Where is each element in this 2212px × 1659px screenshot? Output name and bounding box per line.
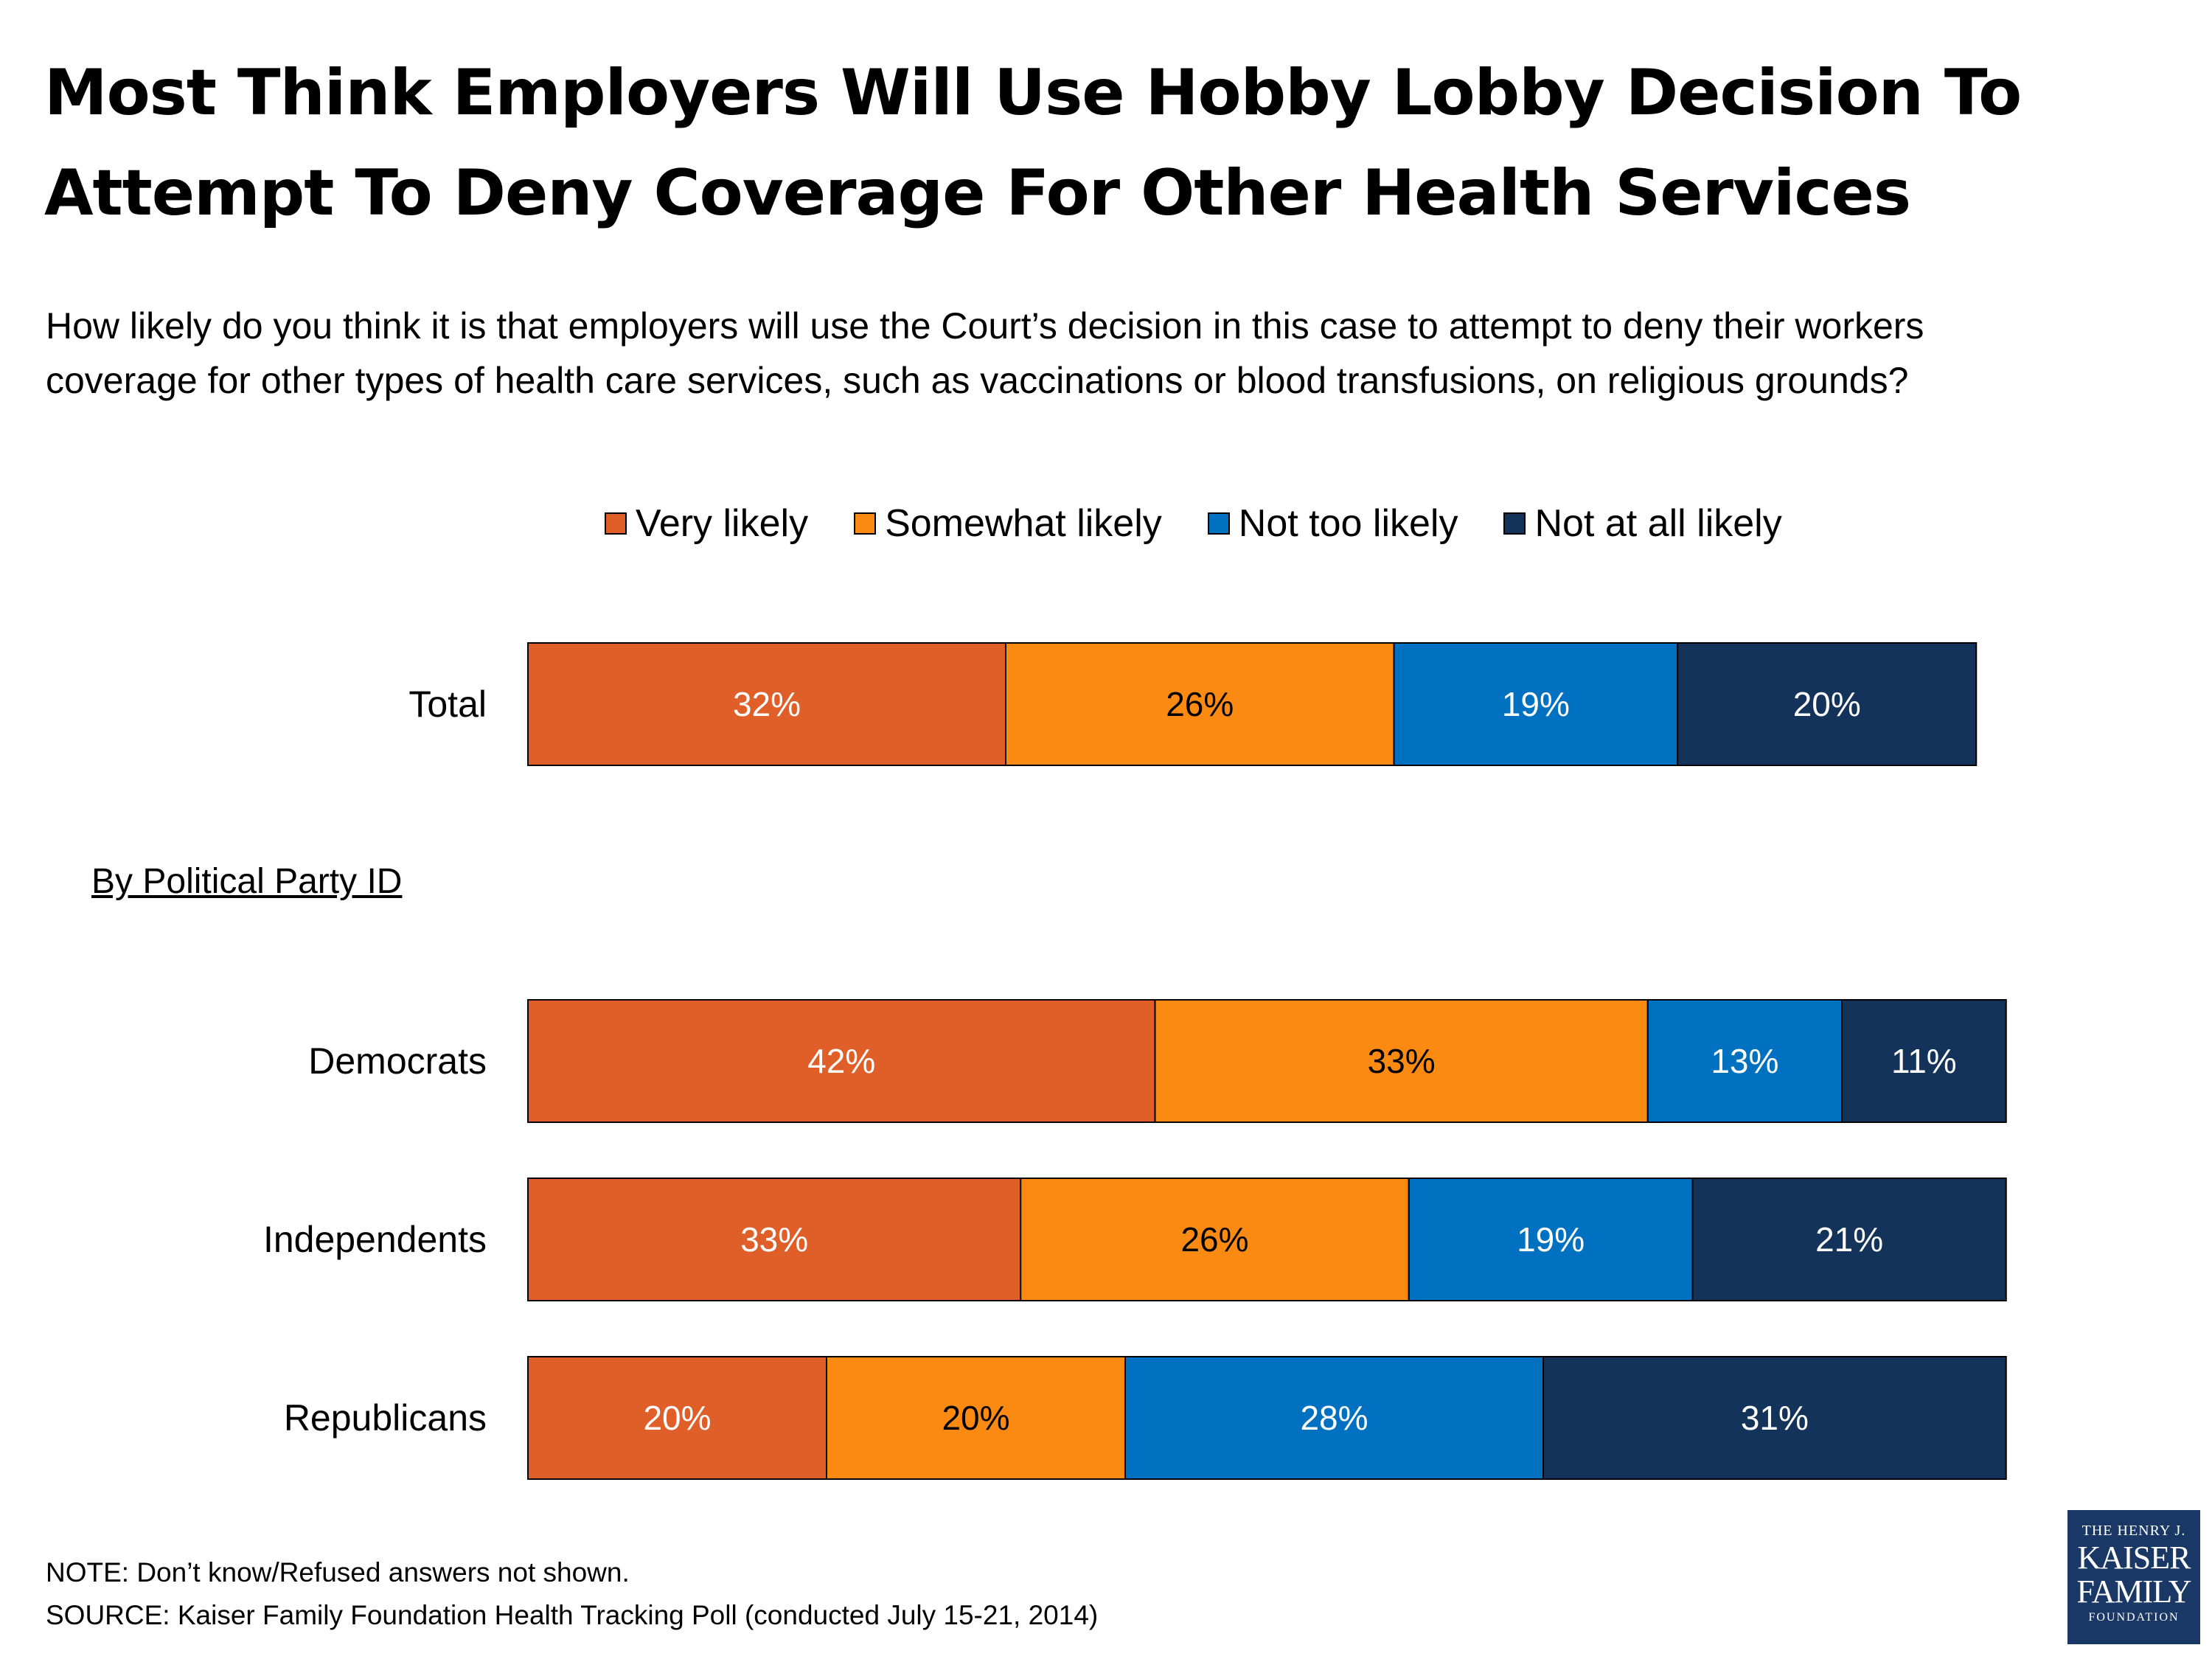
legend-item-0: Very likely <box>605 501 808 546</box>
category-label-1: Democrats <box>308 1040 487 1082</box>
legend-label-0: Very likely <box>636 502 809 545</box>
footnotes: NOTE: Don’t know/Refused answers not sho… <box>46 1551 1098 1637</box>
data-label-0-1: 26% <box>1166 685 1234 723</box>
bar-segment-1-0 <box>527 999 1156 1123</box>
legend-item-2: Not too likely <box>1207 501 1458 546</box>
survey-question: How likely do you think it is that emplo… <box>46 299 2154 408</box>
data-label-3-3: 31% <box>1741 1399 1809 1437</box>
logo-line-2: KAISER <box>2077 1540 2191 1576</box>
data-label-1-1: 33% <box>1368 1042 1436 1080</box>
logo-line-1: THE HENRY J. <box>2081 1523 2186 1539</box>
data-label-1-3: 11% <box>1891 1042 1957 1080</box>
page-title: Most Think Employers Will Use Hobby Lobb… <box>44 43 2153 243</box>
bar-segment-2-0 <box>527 1178 1022 1301</box>
legend-item-3: Not at all likely <box>1503 501 1782 546</box>
data-label-0-2: 19% <box>1502 685 1570 723</box>
legend-swatch-3 <box>1503 512 1526 535</box>
category-label-0: Total <box>408 684 487 725</box>
bar-segment-0-2 <box>1393 642 1679 766</box>
data-label-1-0: 42% <box>807 1042 875 1080</box>
logo-line-4: FOUNDATION <box>2088 1611 2180 1624</box>
bar-segment-0-0 <box>527 642 1006 766</box>
bar-segment-3-3 <box>1543 1356 2007 1480</box>
question-line-2: coverage for other types of health care … <box>46 360 1909 401</box>
data-label-2-3: 21% <box>1815 1220 1883 1259</box>
legend-label-3: Not at all likely <box>1534 502 1782 545</box>
data-label-2-1: 26% <box>1180 1220 1248 1259</box>
category-label-2: Independents <box>263 1219 487 1260</box>
kff-logo: THE HENRY J. KAISER FAMILY FOUNDATION <box>2067 1510 2200 1644</box>
legend-swatch-1 <box>854 512 877 535</box>
data-label-3-1: 20% <box>942 1399 1009 1437</box>
title-line-2: Attempt To Deny Coverage For Other Healt… <box>44 156 1911 230</box>
bar-segment-3-0 <box>527 1356 827 1480</box>
bar-segment-3-2 <box>1124 1356 1544 1480</box>
data-label-1-2: 13% <box>1711 1042 1778 1080</box>
bar-segment-0-1 <box>1005 642 1395 766</box>
data-label-3-0: 20% <box>643 1399 711 1437</box>
bar-segment-0-3 <box>1677 642 1978 766</box>
bar-segment-2-3 <box>1691 1178 2007 1301</box>
chart-legend: Very likely Somewhat likely Not too likely… <box>605 501 1828 546</box>
note-text: NOTE: Don’t know/Refused answers not sho… <box>46 1557 630 1587</box>
bar-segment-3-1 <box>826 1356 1126 1480</box>
data-label-0-0: 32% <box>733 685 801 723</box>
data-label-2-0: 33% <box>740 1220 808 1259</box>
source-text: SOURCE: Kaiser Family Foundation Health … <box>46 1600 1099 1630</box>
legend-label-1: Somewhat likely <box>885 502 1162 545</box>
data-label-2-2: 19% <box>1517 1220 1585 1259</box>
category-label-3: Republicans <box>284 1397 487 1439</box>
bar-segment-1-2 <box>1646 999 1843 1123</box>
title-line-1: Most Think Employers Will Use Hobby Lobb… <box>44 56 2022 130</box>
logo-line-3: FAMILY <box>2076 1573 2191 1610</box>
legend-item-1: Somewhat likely <box>854 501 1162 546</box>
bar-segment-2-2 <box>1408 1178 1694 1301</box>
data-label-3-2: 28% <box>1300 1399 1368 1437</box>
legend-label-2: Not too likely <box>1238 502 1458 545</box>
data-label-0-3: 20% <box>1793 685 1861 723</box>
bar-segment-1-1 <box>1154 999 1649 1123</box>
legend-swatch-0 <box>605 512 627 535</box>
legend-swatch-2 <box>1207 512 1230 535</box>
section-label-party: By Political Party ID <box>91 862 403 901</box>
bar-segment-1-3 <box>1841 999 2007 1123</box>
bar-segment-2-1 <box>1020 1178 1410 1301</box>
question-line-1: How likely do you think it is that emplo… <box>46 305 1924 347</box>
